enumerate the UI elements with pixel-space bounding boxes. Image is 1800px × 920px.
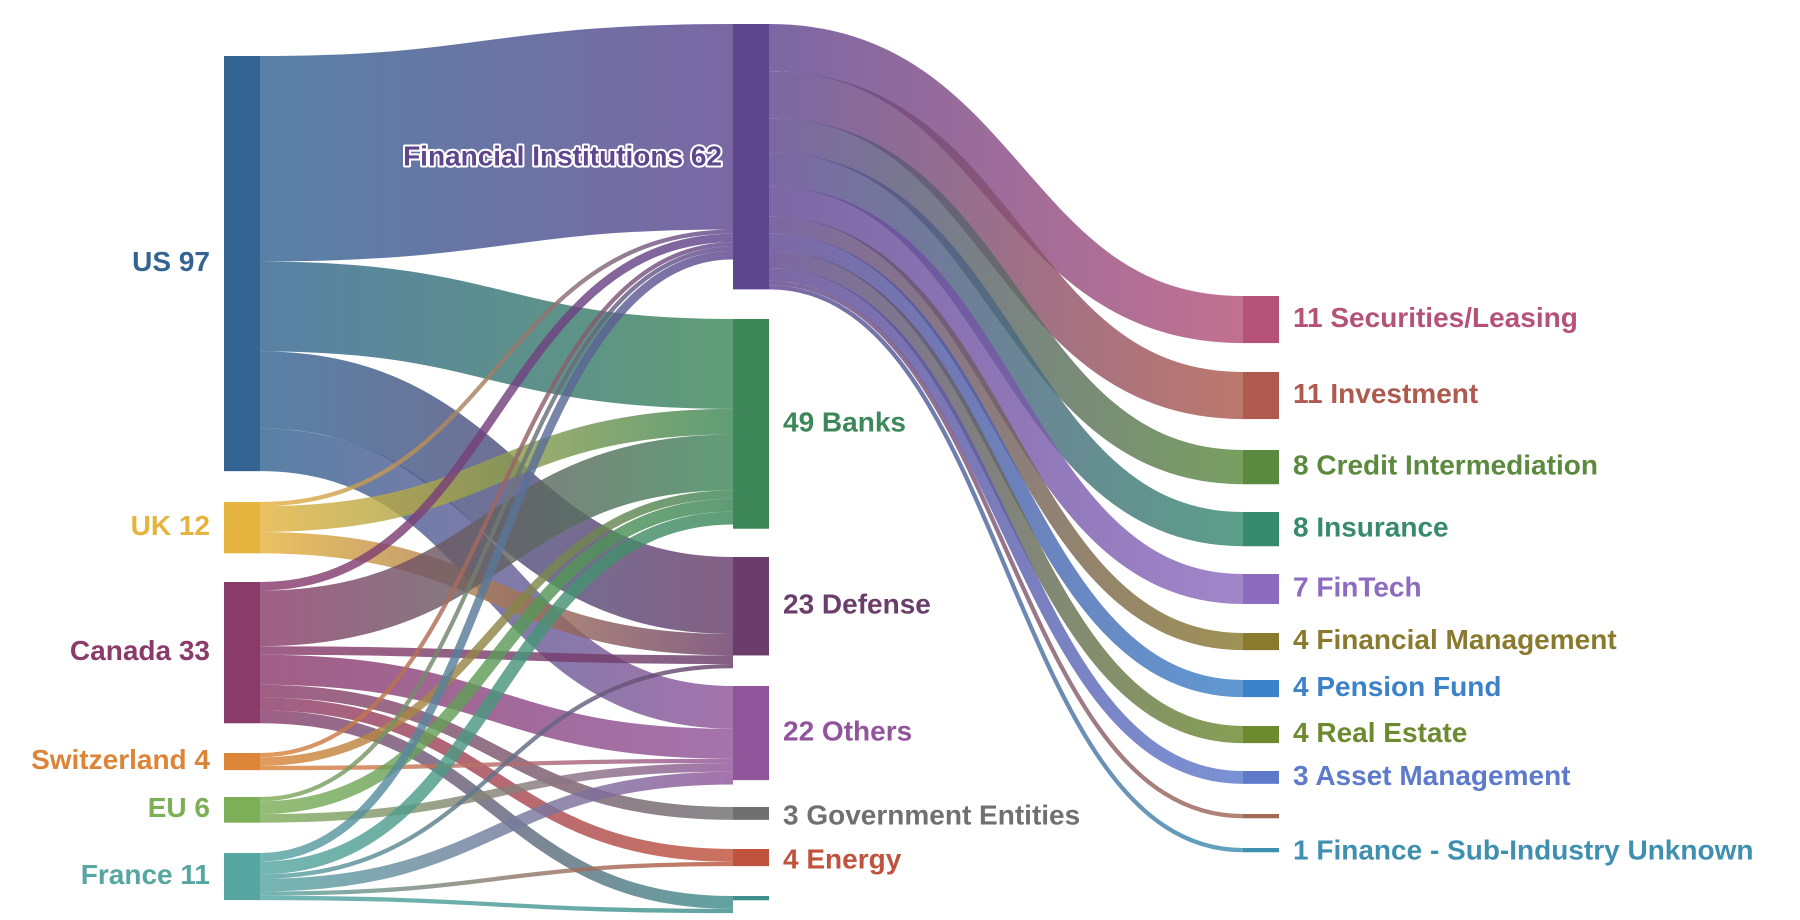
link-fi-to-fintech — [768, 186, 1244, 604]
node-unlabeled2 — [1243, 814, 1279, 819]
link-france-to-energy — [259, 861, 734, 896]
node-others — [733, 686, 769, 781]
link-switzerland-to-fi — [259, 242, 734, 758]
link-switzerland-to-banks — [259, 490, 734, 766]
link-canada-to-others — [259, 654, 734, 759]
link-france-to-defense — [259, 664, 734, 879]
label-us: US 97 — [132, 246, 210, 277]
label-others: 22 Others — [783, 715, 912, 746]
link-fi-to-finmgmt — [768, 216, 1244, 651]
label-canada: Canada 33 — [70, 635, 210, 666]
node-energy — [733, 849, 769, 867]
label-switzerland: Switzerland 4 — [31, 744, 210, 775]
link-canada-to-energy — [259, 697, 734, 862]
label-banks: 49 Banks — [783, 406, 906, 437]
node-france — [224, 853, 260, 901]
label-finmgmt: 4 Financial Management — [1293, 624, 1617, 655]
link-us-to-fi — [259, 24, 734, 262]
link-switzerland-to-others — [259, 758, 734, 771]
label-fi: Financial Institutions 62 — [403, 140, 722, 171]
link-eu-to-others — [259, 763, 734, 823]
link-fi-to-unknown — [768, 285, 1244, 853]
link-fi-to-pension — [768, 233, 1244, 698]
node-asset — [1243, 771, 1279, 784]
link-fi-to-credit — [768, 118, 1244, 485]
node-switzerland — [224, 753, 260, 771]
node-defense — [733, 557, 769, 656]
node-inv — [1243, 372, 1279, 420]
link-fi-to-sec — [768, 24, 1244, 344]
link-canada-to-fi — [259, 233, 734, 591]
label-uk: UK 12 — [131, 510, 210, 541]
link-eu-to-fi — [259, 246, 734, 802]
node-banks — [733, 319, 769, 529]
node-ins — [1243, 512, 1279, 547]
node-credit — [1243, 450, 1279, 485]
node-finmgmt — [1243, 633, 1279, 651]
label-pension: 4 Pension Fund — [1293, 671, 1501, 702]
node-canada — [224, 582, 260, 724]
node-unknown — [1243, 848, 1279, 853]
label-eu: EU 6 — [148, 792, 210, 823]
link-us-to-others — [259, 428, 734, 729]
link-fi-to-unlabeled2 — [768, 280, 1244, 819]
label-sec: 11 Securities/Leasing — [1293, 302, 1578, 333]
label-ins: 8 Insurance — [1293, 512, 1449, 543]
label-realestate: 4 Real Estate — [1293, 717, 1467, 748]
label-asset: 3 Asset Management — [1293, 760, 1571, 791]
node-eu — [224, 797, 260, 823]
node-sec — [1243, 296, 1279, 344]
node-fi — [733, 24, 769, 290]
node-gov — [733, 807, 769, 820]
label-unknown: 1 Finance - Sub-Industry Unknown — [1293, 834, 1753, 865]
link-canada-to-banks — [259, 434, 734, 647]
link-uk-to-banks — [259, 408, 734, 532]
label-energy: 4 Energy — [783, 843, 902, 874]
sankey-nodes — [224, 24, 1279, 901]
sankey-labels: US 97 UK 12 Canada 33 Switzerland 4 EU 6 Fran… — [31, 138, 1753, 890]
label-gov: 3 Government Entities — [783, 799, 1080, 830]
node-unlabeled — [733, 896, 769, 901]
label-credit: 8 Credit Intermediation — [1293, 450, 1598, 481]
node-fintech — [1243, 574, 1279, 604]
label-fintech: 7 FinTech — [1293, 571, 1422, 602]
link-fi-to-realestate — [768, 250, 1244, 744]
label-defense: 23 Defense — [783, 589, 931, 620]
link-fi-to-ins — [768, 152, 1244, 547]
link-canada-to-gov — [259, 684, 734, 820]
link-uk-to-fi — [259, 229, 734, 507]
link-eu-to-banks — [259, 498, 734, 815]
node-pension — [1243, 680, 1279, 698]
link-fi-to-inv — [768, 71, 1244, 420]
link-france-to-banks — [259, 511, 734, 875]
node-realestate — [1243, 726, 1279, 744]
node-us — [224, 56, 260, 472]
link-france-to-fi — [259, 250, 734, 862]
link-uk-to-defense — [259, 531, 734, 656]
label-france: France 11 — [81, 859, 210, 890]
link-us-to-defense — [259, 351, 734, 635]
link-fi-to-asset — [768, 267, 1244, 784]
label-inv: 11 Investment — [1293, 378, 1478, 409]
node-uk — [224, 502, 260, 554]
link-france-to-unlabeled — [259, 895, 734, 914]
link-us-to-banks — [259, 261, 734, 409]
link-france-to-others — [259, 771, 734, 892]
sankey-links — [259, 24, 1244, 914]
